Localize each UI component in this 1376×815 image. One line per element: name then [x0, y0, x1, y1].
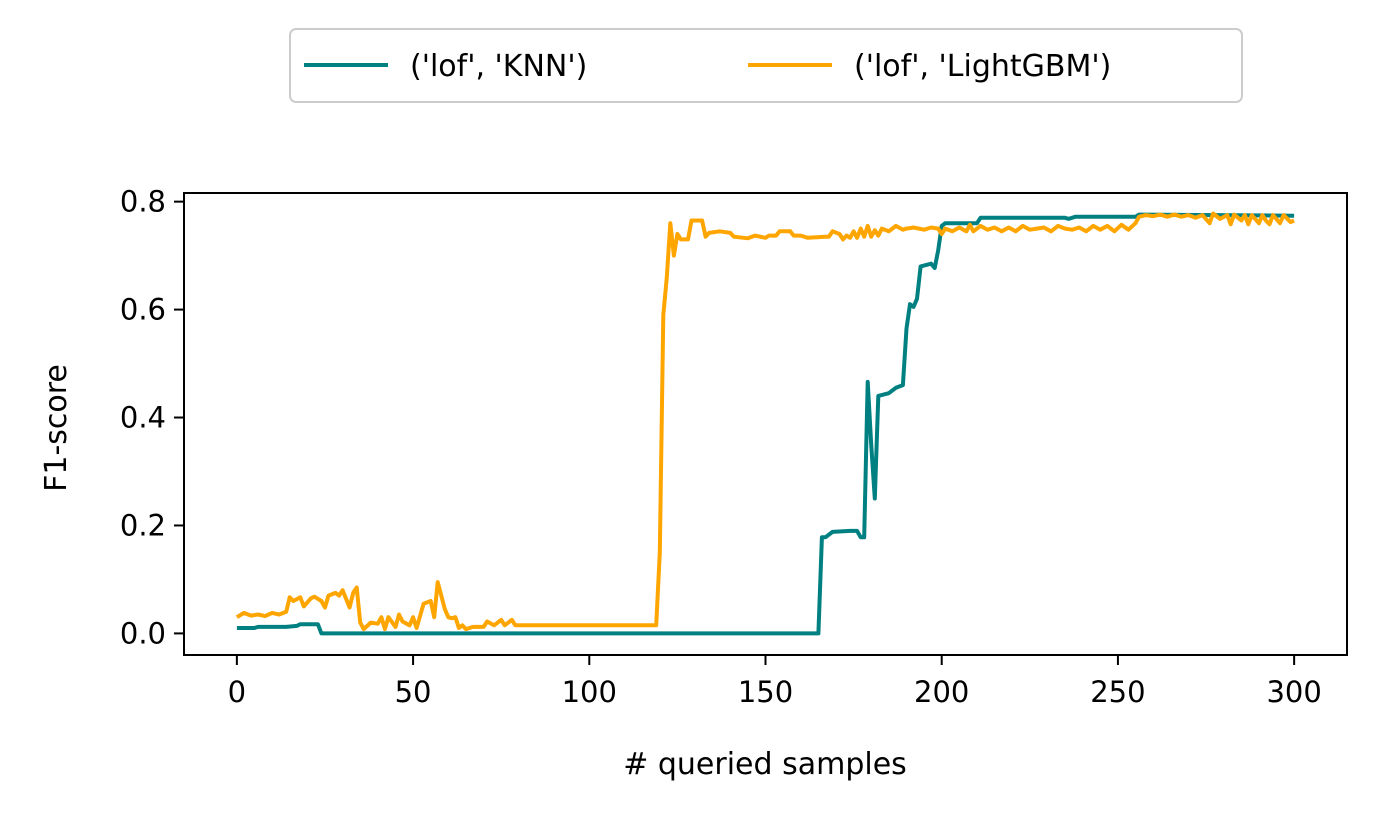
- y-axis-ticks: 0.0 0.2 0.4 0.6 0.8: [120, 185, 184, 650]
- x-axis-ticks: 0 50 100 150 200 250 300: [228, 655, 1322, 709]
- x-tick-label: 250: [1090, 675, 1145, 709]
- series-line-0: [236, 212, 1295, 636]
- x-tick-label: 50: [395, 675, 432, 709]
- y-tick-label: 0.0: [120, 616, 166, 650]
- plot-frame: [183, 192, 1348, 656]
- y-tick-label: 0.6: [120, 293, 166, 327]
- series-layer: [235, 211, 1295, 636]
- y-tick-label: 0.8: [120, 185, 166, 219]
- legend-label-series-0: ('lof', 'KNN'): [410, 49, 587, 84]
- plot-area: [183, 192, 1348, 656]
- x-tick-label: 300: [1266, 675, 1321, 709]
- series-line-1: [235, 211, 1295, 632]
- x-axis-label: # queried samples: [623, 747, 907, 782]
- x-tick-label: 150: [738, 675, 793, 709]
- y-tick-label: 0.4: [120, 401, 166, 435]
- legend-label-series-1: ('lof', 'LightGBM'): [854, 49, 1111, 84]
- y-axis-label: F1-score: [39, 364, 74, 492]
- x-tick-label: 100: [562, 675, 617, 709]
- x-tick-label: 0: [228, 675, 246, 709]
- x-tick-label: 200: [914, 675, 969, 709]
- y-tick-label: 0.2: [120, 508, 166, 542]
- legend: ('lof', 'KNN') ('lof', 'LightGBM'): [289, 28, 1243, 103]
